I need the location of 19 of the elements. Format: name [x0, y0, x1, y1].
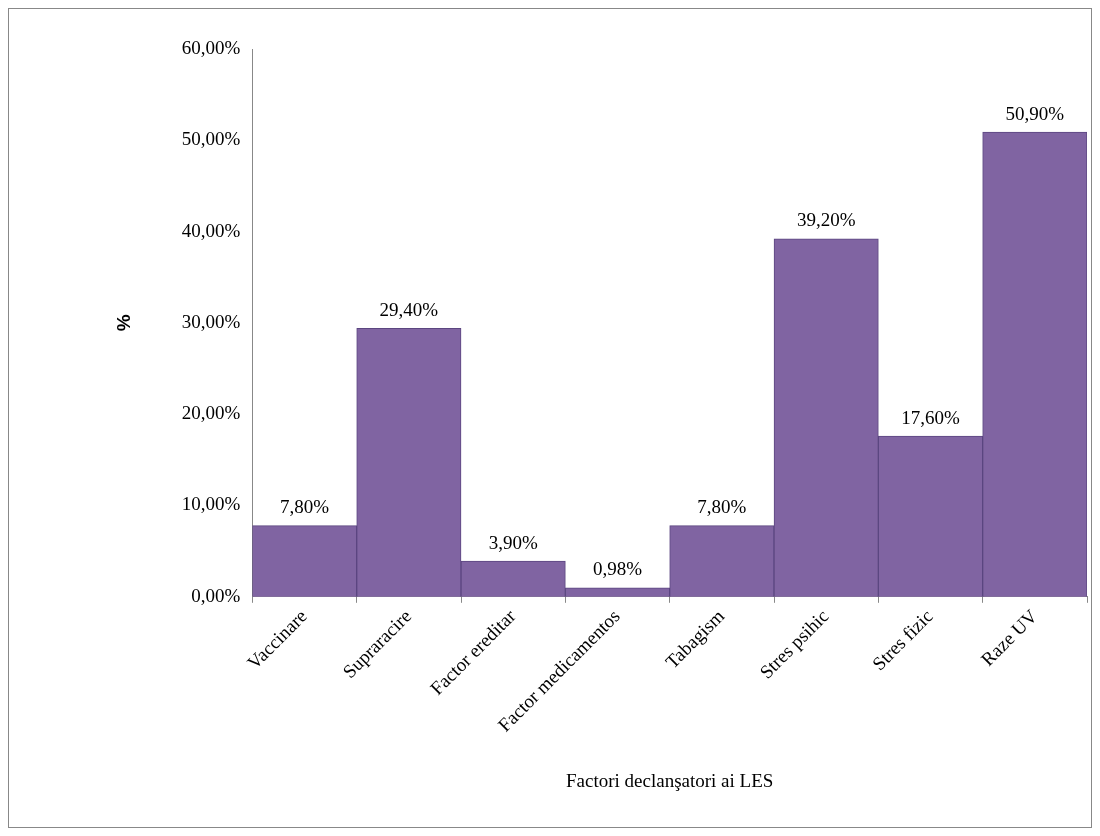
y-tick-label: 40,00% — [181, 219, 241, 241]
data-label: 39,20% — [796, 209, 856, 231]
data-label: 50,90% — [1005, 102, 1065, 124]
x-axis-title: Factori declanşatori ai LES — [566, 769, 774, 791]
x-tick-label: Raze UV — [976, 605, 1042, 670]
data-label: 17,60% — [901, 406, 960, 428]
y-tick-label: 60,00% — [181, 36, 241, 58]
y-axis-title: % — [112, 314, 134, 332]
y-tick-label: 10,00% — [181, 493, 241, 515]
y-tick-label: 50,00% — [181, 128, 241, 150]
x-tick-label: Stres fizic — [867, 605, 937, 675]
y-tick-label: 30,00% — [181, 310, 241, 332]
data-label: 29,40% — [379, 298, 439, 320]
y-tick-label: 20,00% — [181, 402, 241, 424]
data-label: 3,90% — [488, 531, 538, 553]
y-tick-label: 0,00% — [191, 584, 241, 606]
data-label: 7,80% — [697, 496, 747, 518]
data-label: 7,80% — [280, 496, 330, 518]
data-label: 0,98% — [592, 558, 643, 580]
